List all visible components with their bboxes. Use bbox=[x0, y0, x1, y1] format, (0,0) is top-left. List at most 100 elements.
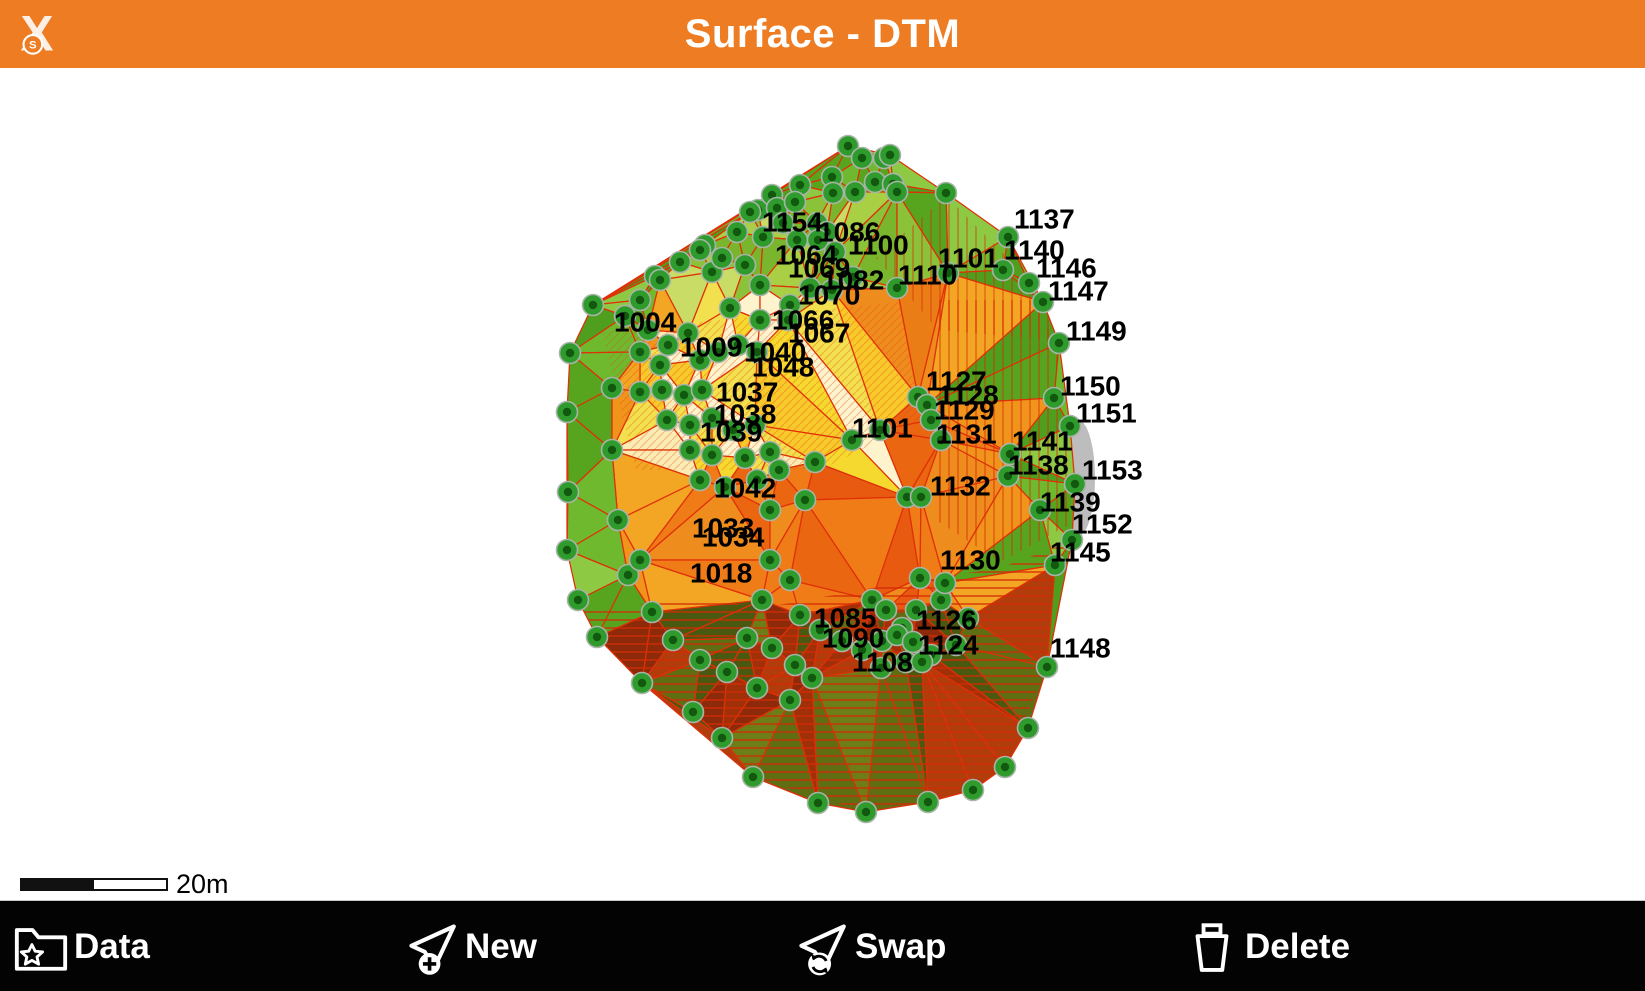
survey-point[interactable] bbox=[785, 228, 809, 252]
survey-point[interactable] bbox=[700, 443, 724, 467]
survey-point[interactable] bbox=[688, 238, 712, 262]
survey-point[interactable] bbox=[778, 688, 802, 712]
survey-point[interactable] bbox=[648, 268, 672, 292]
survey-point[interactable] bbox=[820, 278, 844, 302]
survey-point[interactable] bbox=[771, 211, 795, 235]
survey-point[interactable] bbox=[636, 318, 660, 342]
survey-point[interactable] bbox=[600, 438, 624, 462]
survey-point[interactable] bbox=[904, 598, 928, 622]
survey-point[interactable] bbox=[1058, 414, 1082, 438]
survey-point[interactable] bbox=[996, 464, 1020, 488]
survey-point[interactable] bbox=[628, 548, 652, 572]
survey-point[interactable] bbox=[820, 165, 844, 189]
survey-point[interactable] bbox=[1017, 271, 1041, 295]
survey-point[interactable] bbox=[613, 304, 637, 328]
survey-point[interactable] bbox=[909, 485, 933, 509]
survey-point[interactable] bbox=[1047, 331, 1071, 355]
survey-point[interactable] bbox=[933, 571, 957, 595]
survey-point[interactable] bbox=[555, 400, 579, 424]
survey-point[interactable] bbox=[741, 765, 765, 789]
survey-point[interactable] bbox=[808, 618, 832, 642]
survey-point[interactable] bbox=[916, 790, 940, 814]
survey-point[interactable] bbox=[628, 380, 652, 404]
survey-point[interactable] bbox=[688, 348, 712, 372]
survey-point[interactable] bbox=[936, 261, 960, 285]
survey-point[interactable] bbox=[934, 181, 958, 205]
survey-point[interactable] bbox=[854, 800, 878, 824]
survey-point[interactable] bbox=[993, 755, 1017, 779]
survey-point[interactable] bbox=[713, 475, 737, 499]
survey-point[interactable] bbox=[1031, 290, 1055, 314]
survey-point[interactable] bbox=[585, 625, 609, 649]
survey-point[interactable] bbox=[710, 246, 734, 270]
survey-point[interactable] bbox=[556, 480, 580, 504]
survey-point[interactable] bbox=[878, 143, 902, 167]
survey-point[interactable] bbox=[850, 146, 874, 170]
survey-point[interactable] bbox=[783, 190, 807, 214]
survey-point[interactable] bbox=[676, 321, 700, 345]
survey-point[interactable] bbox=[581, 293, 605, 317]
survey-point[interactable] bbox=[806, 228, 830, 252]
survey-point[interactable] bbox=[1063, 472, 1087, 496]
survey-point[interactable] bbox=[733, 446, 757, 470]
survey-point[interactable] bbox=[776, 308, 800, 332]
survey-point[interactable] bbox=[748, 273, 772, 297]
survey-point[interactable] bbox=[628, 288, 652, 312]
survey-point[interactable] bbox=[748, 308, 772, 332]
survey-point[interactable] bbox=[910, 650, 934, 674]
survey-point[interactable] bbox=[735, 626, 759, 650]
survey-point[interactable] bbox=[751, 225, 775, 249]
survey-point[interactable] bbox=[991, 258, 1015, 282]
swap-button[interactable]: Swap bbox=[793, 901, 946, 991]
survey-point[interactable] bbox=[961, 778, 985, 802]
survey-point[interactable] bbox=[793, 488, 817, 512]
survey-point[interactable] bbox=[555, 538, 579, 562]
survey-point[interactable] bbox=[996, 225, 1020, 249]
survey-point[interactable] bbox=[745, 468, 769, 492]
survey-point[interactable] bbox=[758, 548, 782, 572]
survey-point[interactable] bbox=[874, 598, 898, 622]
survey-point[interactable] bbox=[998, 442, 1022, 466]
survey-point[interactable] bbox=[760, 636, 784, 660]
survey-point[interactable] bbox=[956, 606, 980, 630]
survey-point[interactable] bbox=[1016, 716, 1040, 740]
survey-point[interactable] bbox=[778, 568, 802, 592]
survey-point[interactable] bbox=[606, 508, 630, 532]
survey-point[interactable] bbox=[783, 653, 807, 677]
survey-point[interactable] bbox=[1043, 553, 1067, 577]
survey-point[interactable] bbox=[656, 333, 680, 357]
survey-point[interactable] bbox=[840, 428, 864, 452]
survey-point[interactable] bbox=[788, 603, 812, 627]
survey-point[interactable] bbox=[650, 378, 674, 402]
survey-point[interactable] bbox=[1028, 498, 1052, 522]
survey-point[interactable] bbox=[830, 629, 854, 653]
survey-point[interactable] bbox=[944, 633, 968, 657]
survey-point[interactable] bbox=[743, 413, 767, 437]
survey-point[interactable] bbox=[750, 588, 774, 612]
survey-point[interactable] bbox=[863, 170, 887, 194]
survey-point[interactable] bbox=[681, 700, 705, 724]
survey-point[interactable] bbox=[558, 341, 582, 365]
survey-point[interactable] bbox=[869, 656, 893, 680]
survey-point[interactable] bbox=[929, 588, 953, 612]
survey-point[interactable] bbox=[725, 220, 749, 244]
survey-point[interactable] bbox=[798, 276, 822, 300]
survey-point[interactable] bbox=[688, 648, 712, 672]
survey-point[interactable] bbox=[640, 600, 664, 624]
survey-point[interactable] bbox=[745, 676, 769, 700]
survey-point[interactable] bbox=[688, 468, 712, 492]
survey-point[interactable] bbox=[600, 376, 624, 400]
survey-point[interactable] bbox=[919, 408, 943, 432]
survey-point[interactable] bbox=[800, 666, 824, 690]
survey-point[interactable] bbox=[841, 265, 865, 289]
survey-point[interactable] bbox=[745, 340, 769, 364]
survey-point[interactable] bbox=[758, 440, 782, 464]
survey-point[interactable] bbox=[868, 418, 892, 442]
survey-point[interactable] bbox=[1060, 528, 1084, 552]
survey-point[interactable] bbox=[678, 438, 702, 462]
survey-point[interactable] bbox=[901, 630, 925, 654]
survey-point[interactable] bbox=[710, 726, 734, 750]
survey-point[interactable] bbox=[733, 253, 757, 277]
delete-button[interactable]: Delete bbox=[1183, 901, 1350, 991]
